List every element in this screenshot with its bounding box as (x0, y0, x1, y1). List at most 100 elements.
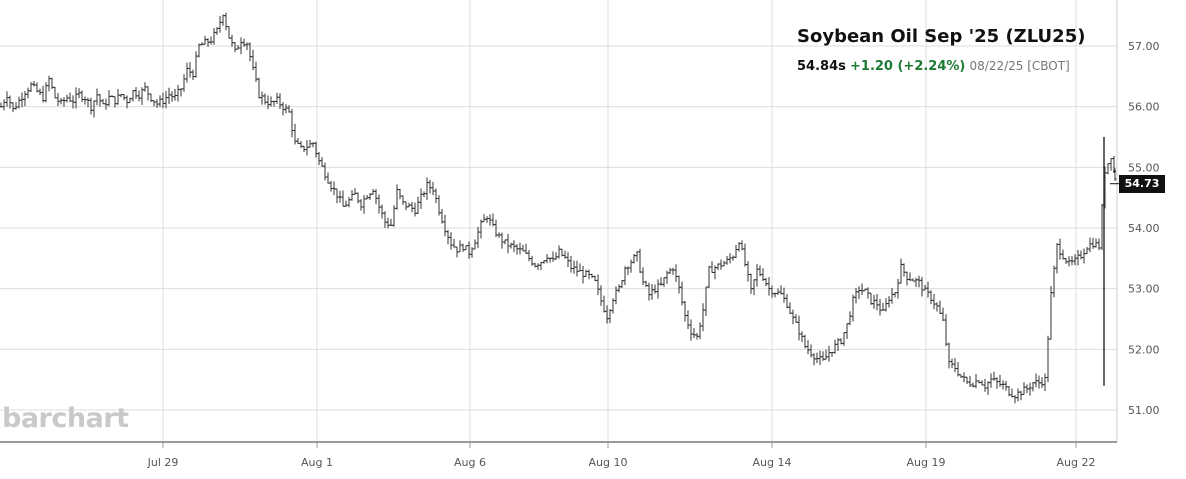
price-bar (854, 287, 858, 304)
price-bar (1076, 249, 1080, 266)
price-bar (809, 344, 813, 358)
price-bar (524, 243, 528, 255)
price-bar (452, 238, 456, 248)
price-bar (692, 328, 696, 338)
price-bar (344, 200, 348, 207)
x-tick-label: Aug 19 (907, 456, 946, 469)
price-bar (860, 283, 864, 295)
price-bar (482, 214, 486, 223)
price-bar (749, 273, 753, 294)
price-bar (857, 286, 861, 299)
price-bar (1022, 382, 1026, 395)
price-bar (416, 196, 420, 214)
price-bar (146, 86, 150, 101)
price-bar (764, 278, 768, 287)
price-bar (431, 181, 435, 196)
price-bar (461, 243, 465, 252)
price-bar (383, 211, 387, 228)
chart-axes: 57.00 56.00 55.00 54.00 53.00 52.00 51.00 Jul 2… (0, 0, 1160, 469)
price-bar (59, 97, 63, 105)
price-bar (557, 245, 561, 259)
price-bar (350, 190, 354, 201)
price-bar (476, 226, 480, 249)
price-bar (890, 287, 894, 304)
price-bar (62, 97, 66, 107)
price-bar (848, 311, 852, 326)
price-bar (1028, 382, 1032, 396)
price-bar (815, 352, 819, 364)
price-bar (701, 303, 705, 332)
price-bar (425, 177, 429, 200)
price-bar (233, 41, 237, 53)
price-bar (1064, 257, 1068, 264)
price-bar (221, 14, 225, 26)
price-bar (29, 82, 33, 92)
price-bar (179, 88, 183, 97)
price-bar (965, 376, 969, 385)
price-bar (905, 271, 909, 286)
price-bar (689, 319, 693, 341)
price-bar (107, 90, 111, 107)
price-bar (191, 69, 195, 80)
price-bar (827, 345, 831, 362)
price-bar (668, 267, 672, 275)
price-bar (842, 332, 846, 346)
price-bar (824, 349, 828, 360)
price-bar (218, 15, 222, 33)
price-bar (182, 74, 186, 92)
price-bar (584, 269, 588, 277)
price-bar (875, 293, 879, 311)
price-bar (500, 232, 504, 249)
price-bar (998, 374, 1002, 387)
quote-line: 54.84s +1.20 (+2.24%) 08/22/25 [CBOT] (797, 59, 1085, 74)
x-tick-label: Aug 10 (589, 456, 628, 469)
price-bar (38, 88, 42, 96)
price-bar (878, 299, 882, 316)
price-bar (479, 219, 483, 239)
price-bar (419, 188, 423, 210)
price-bar (86, 97, 90, 108)
price-bar (1031, 382, 1035, 392)
price-bar (47, 75, 51, 92)
y-tick-label: 54.00 (1128, 222, 1160, 235)
price-bar (719, 259, 723, 270)
price-bar (794, 314, 798, 323)
x-tick-label: Jul 29 (147, 456, 179, 469)
price-bar (647, 282, 651, 301)
price-bar (356, 192, 360, 204)
price-bar (131, 89, 135, 102)
price-bar (929, 290, 933, 305)
price-bar (509, 242, 513, 249)
price-bar (377, 194, 381, 214)
x-tick-label: Aug 6 (454, 456, 486, 469)
price-bar (884, 298, 888, 312)
price-bar (398, 188, 402, 200)
price-bar (434, 188, 438, 204)
price-bar (209, 36, 213, 45)
price-bar (260, 91, 264, 105)
price-bar (1037, 375, 1041, 389)
price-bar (464, 245, 468, 251)
quote-meta: 08/22/25 [CBOT] (969, 59, 1070, 73)
price-bar (932, 293, 936, 310)
price-bar (734, 244, 738, 259)
price-bar (872, 294, 876, 309)
price-bar (290, 109, 294, 138)
price-bar (80, 90, 84, 103)
price-bar (941, 307, 945, 322)
price-bar (473, 239, 477, 250)
price-bar (422, 191, 426, 198)
price-bar (317, 151, 321, 166)
price-bar (1106, 163, 1110, 175)
price-bar (116, 89, 120, 105)
price-bar (629, 259, 633, 273)
price-bar (869, 292, 873, 305)
price-bar (137, 90, 141, 102)
price-bar (248, 42, 252, 62)
price-bar (263, 93, 267, 105)
price-bar (746, 261, 750, 282)
price-bar (275, 92, 279, 104)
price-bar (590, 273, 594, 279)
price-bar (299, 140, 303, 149)
y-tick-label: 51.00 (1128, 404, 1160, 417)
